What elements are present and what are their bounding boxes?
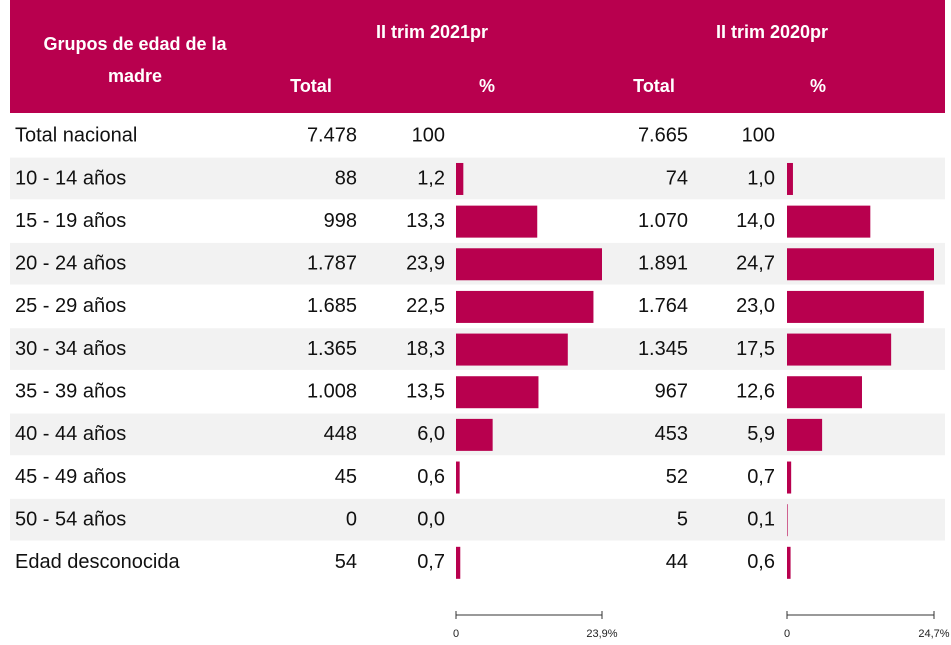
percent-cell: 14,0	[736, 210, 775, 232]
total-cell: 7.478	[307, 125, 357, 147]
percent-cell: 1,0	[747, 167, 775, 189]
percent-bar	[787, 546, 791, 579]
total-cell: 998	[324, 210, 357, 232]
header-label-line1: Grupos de edad de la	[43, 34, 227, 54]
total-cell: 1.345	[638, 338, 688, 360]
percent-bar	[456, 162, 464, 195]
row-label: 20 - 24 años	[15, 253, 126, 275]
percent-cell: 17,5	[736, 338, 775, 360]
header-period: II trim 2021pr	[376, 22, 488, 42]
percent-cell: 23,9	[406, 253, 445, 275]
percent-bar	[456, 248, 602, 281]
percent-bar	[456, 333, 568, 366]
percent-bar	[787, 248, 934, 281]
row-label: 25 - 29 años	[15, 295, 126, 317]
percent-cell: 18,3	[406, 338, 445, 360]
row-label: Total nacional	[15, 125, 137, 147]
percent-cell: 5,9	[747, 423, 775, 445]
total-cell: 1.365	[307, 338, 357, 360]
percent-bar	[787, 504, 788, 537]
row-label: 40 - 44 años	[15, 423, 126, 445]
row-stripe	[10, 498, 945, 541]
percent-bar	[456, 461, 460, 494]
percent-cell: 0,7	[417, 551, 445, 573]
percent-bar	[787, 205, 871, 238]
percent-cell: 6,0	[417, 423, 445, 445]
total-cell: 448	[324, 423, 357, 445]
total-cell: 7.665	[638, 125, 688, 147]
header-percent: %	[810, 76, 826, 96]
header-percent: %	[479, 76, 495, 96]
percent-bar	[787, 333, 892, 366]
percent-cell: 22,5	[406, 295, 445, 317]
row-stripe	[10, 157, 945, 200]
total-cell: 5	[677, 508, 688, 530]
scale-label: 24,7%	[918, 628, 949, 640]
percent-bar	[787, 418, 823, 451]
total-cell: 1.008	[307, 381, 357, 403]
percent-cell: 0,7	[747, 466, 775, 488]
percent-bar	[456, 376, 539, 409]
row-label: 45 - 49 años	[15, 466, 126, 488]
total-cell: 1.787	[307, 253, 357, 275]
percent-bar	[456, 418, 493, 451]
percent-bar	[787, 376, 862, 409]
row-label: 50 - 54 años	[15, 508, 126, 530]
total-cell: 1.685	[307, 295, 357, 317]
percent-bar	[787, 162, 793, 195]
total-cell: 0	[346, 508, 357, 530]
percent-cell: 0,6	[747, 551, 775, 573]
header-period: II trim 2020pr	[716, 22, 828, 42]
percent-bar	[787, 290, 924, 323]
total-cell: 1.891	[638, 253, 688, 275]
total-cell: 967	[655, 381, 688, 403]
row-label: Edad desconocida	[15, 551, 180, 573]
row-label: 35 - 39 años	[15, 381, 126, 403]
percent-cell: 13,5	[406, 381, 445, 403]
row-label: 15 - 19 años	[15, 210, 126, 232]
percent-cell: 100	[742, 125, 775, 147]
percent-cell: 24,7	[736, 253, 775, 275]
total-cell: 54	[335, 551, 357, 573]
scale-label: 0	[453, 628, 459, 640]
total-cell: 453	[655, 423, 688, 445]
total-cell: 74	[666, 167, 688, 189]
percent-cell: 100	[412, 125, 445, 147]
percent-bar	[456, 205, 538, 238]
row-label: 10 - 14 años	[15, 167, 126, 189]
total-cell: 1.764	[638, 295, 688, 317]
header-band	[10, 0, 945, 113]
percent-cell: 23,0	[736, 295, 775, 317]
total-cell: 44	[666, 551, 688, 573]
percent-bar	[456, 290, 594, 323]
percent-cell: 0,6	[417, 466, 445, 488]
percent-cell: 12,6	[736, 381, 775, 403]
percent-cell: 0,1	[747, 508, 775, 530]
row-label: 30 - 34 años	[15, 338, 126, 360]
scale-label: 23,9%	[586, 628, 617, 640]
percent-cell: 13,3	[406, 210, 445, 232]
header-total: Total	[633, 76, 675, 96]
total-cell: 1.070	[638, 210, 688, 232]
scale-label: 0	[784, 628, 790, 640]
percent-bar	[456, 546, 461, 579]
header-label-line2: madre	[108, 66, 162, 86]
total-cell: 88	[335, 167, 357, 189]
percent-bar	[787, 461, 792, 494]
percent-cell: 1,2	[417, 167, 445, 189]
total-cell: 45	[335, 466, 357, 488]
percent-cell: 0,0	[417, 508, 445, 530]
total-cell: 52	[666, 466, 688, 488]
header-total: Total	[290, 76, 332, 96]
